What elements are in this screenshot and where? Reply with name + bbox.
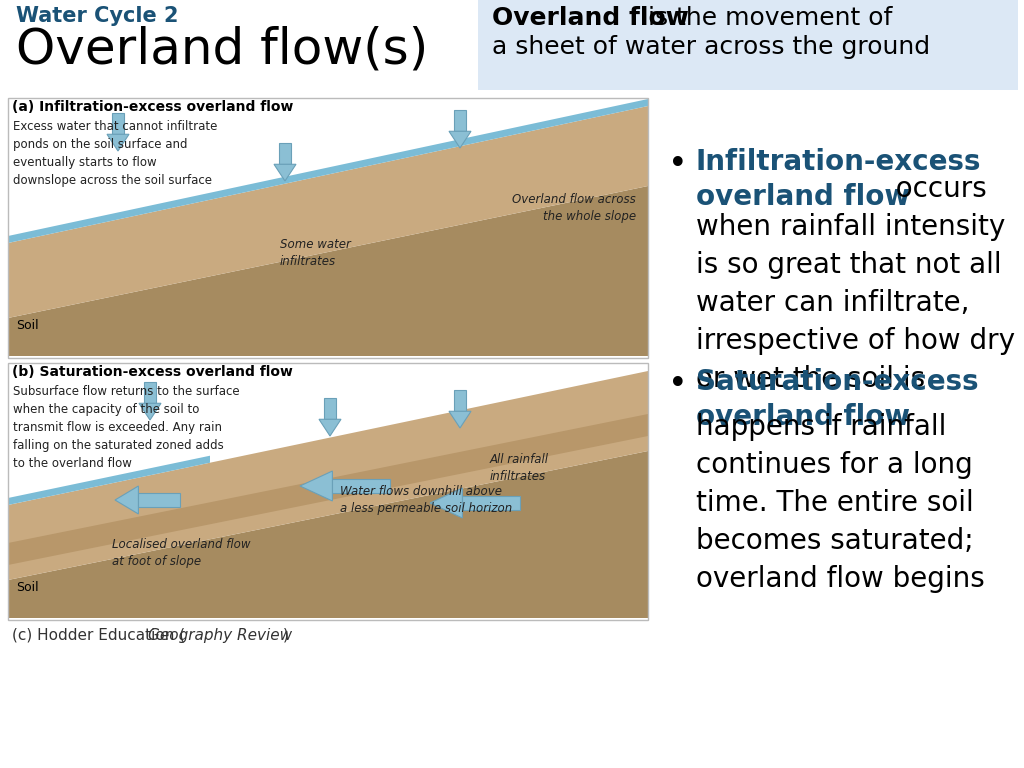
Polygon shape (449, 131, 471, 148)
Polygon shape (138, 493, 180, 507)
Polygon shape (455, 390, 466, 412)
Text: Overland flow(s): Overland flow(s) (16, 26, 428, 74)
Polygon shape (300, 471, 333, 501)
Text: Soil: Soil (16, 581, 39, 594)
Polygon shape (280, 143, 291, 164)
Text: Water Cycle 2: Water Cycle 2 (16, 6, 178, 26)
Text: Infiltration-excess
overland flow: Infiltration-excess overland flow (696, 148, 981, 210)
Text: Excess water that cannot infiltrate
ponds on the soil surface and
eventually sta: Excess water that cannot infiltrate pond… (13, 120, 217, 187)
Text: Water flows downhill above
a less permeable soil horizon: Water flows downhill above a less permea… (340, 485, 512, 515)
Polygon shape (274, 164, 296, 181)
Text: occurs: occurs (878, 175, 987, 203)
Polygon shape (139, 403, 161, 420)
Text: is the movement of: is the movement of (640, 6, 892, 30)
Polygon shape (8, 371, 648, 580)
Text: (b) Saturation-excess overland flow: (b) Saturation-excess overland flow (12, 365, 293, 379)
Polygon shape (113, 113, 124, 134)
Text: Overland flow across
the whole slope: Overland flow across the whole slope (512, 193, 636, 223)
Polygon shape (8, 186, 648, 356)
Text: All rainfall
infiltrates: All rainfall infiltrates (490, 453, 549, 483)
Text: when rainfall intensity
is so great that not all
water can infiltrate,
irrespect: when rainfall intensity is so great that… (696, 213, 1015, 392)
Polygon shape (333, 478, 390, 493)
Polygon shape (115, 486, 138, 514)
Polygon shape (8, 451, 648, 618)
Text: Soil: Soil (16, 319, 39, 332)
Text: a sheet of water across the ground: a sheet of water across the ground (492, 35, 930, 59)
Text: happens if rainfall
continues for a long
time. The entire soil
becomes saturated: happens if rainfall continues for a long… (696, 413, 985, 593)
Text: •: • (668, 368, 688, 401)
Text: (c) Hodder Education (: (c) Hodder Education ( (12, 628, 185, 643)
Polygon shape (8, 106, 648, 318)
Polygon shape (325, 398, 336, 419)
Polygon shape (8, 99, 648, 243)
Polygon shape (319, 419, 341, 436)
Text: (a) Infiltration-excess overland flow: (a) Infiltration-excess overland flow (12, 100, 293, 114)
Text: Some water
infiltrates: Some water infiltrates (280, 238, 351, 268)
Text: Localised overland flow
at foot of slope: Localised overland flow at foot of slope (112, 538, 251, 568)
Polygon shape (463, 496, 520, 510)
Bar (8, 98, 648, 358)
Text: Geography Review: Geography Review (148, 628, 292, 643)
Bar (478, 0, 1018, 90)
Text: •: • (668, 148, 688, 181)
Polygon shape (455, 110, 466, 131)
Text: Subsurface flow returns to the surface
when the capacity of the soil to
transmit: Subsurface flow returns to the surface w… (13, 385, 240, 470)
Polygon shape (144, 382, 156, 403)
Text: Saturation-excess
overland flow: Saturation-excess overland flow (696, 368, 979, 431)
Polygon shape (106, 134, 129, 151)
Polygon shape (8, 414, 648, 565)
Polygon shape (8, 455, 210, 505)
Bar (8, 363, 648, 620)
Polygon shape (449, 412, 471, 428)
Text: ): ) (283, 628, 289, 643)
Text: Overland flow: Overland flow (492, 6, 689, 30)
Polygon shape (430, 488, 463, 518)
